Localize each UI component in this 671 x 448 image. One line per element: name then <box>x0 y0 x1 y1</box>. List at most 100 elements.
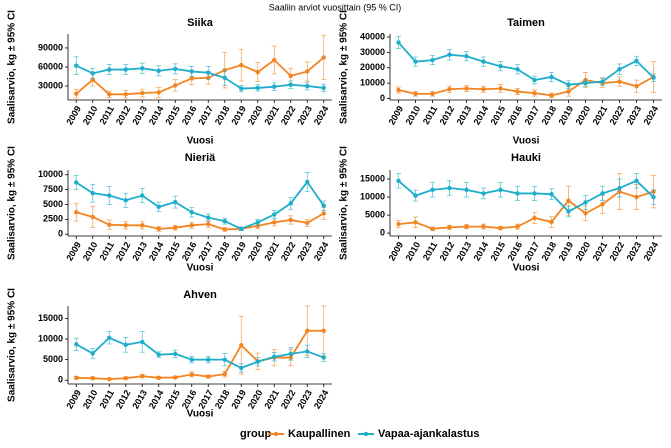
x-tick-label: 2014 <box>472 104 491 126</box>
point <box>549 74 554 80</box>
point <box>123 223 128 228</box>
point <box>90 190 95 196</box>
x-tick-label: 2016 <box>506 104 525 126</box>
point <box>396 40 401 45</box>
series-line <box>75 56 325 96</box>
point <box>255 85 260 91</box>
x-tick-label: 2013 <box>455 104 474 126</box>
y-tick-label: 5000 <box>365 209 385 219</box>
point <box>222 357 227 362</box>
point <box>321 355 326 360</box>
x-tick-label: 2018 <box>213 240 232 262</box>
point <box>123 376 128 381</box>
point <box>288 351 293 357</box>
point <box>239 365 244 371</box>
point <box>651 194 656 200</box>
x-tick-label: 2011 <box>421 240 439 262</box>
x-tick-label: 2023 <box>295 240 314 262</box>
x-tick-label: 2022 <box>279 104 298 126</box>
point <box>600 79 605 84</box>
point <box>173 225 178 230</box>
point <box>498 86 503 91</box>
y-tick-label: 0 <box>380 93 385 103</box>
point <box>430 226 435 231</box>
legend-label: Vapaa-ajankalastus <box>378 428 480 440</box>
point <box>239 343 244 348</box>
x-tick-label: 2018 <box>213 104 232 126</box>
point <box>617 67 622 72</box>
x-tick-label: 2023 <box>625 240 644 262</box>
point <box>583 211 588 216</box>
x-tick-label: 2017 <box>196 104 215 126</box>
x-tick-label: 2012 <box>114 388 133 410</box>
point <box>413 220 418 225</box>
y-axis-label: Saalisarvio, kg ± 95% CI <box>7 10 18 124</box>
x-tick-label: 2019 <box>557 104 576 126</box>
x-tick-label: 2010 <box>81 388 100 410</box>
point <box>156 375 161 381</box>
y-tick-label: 0 <box>58 229 63 239</box>
x-tick-label: 2009 <box>387 104 406 126</box>
x-axis-label: Vuosi <box>513 263 540 274</box>
x-tick-label: 2017 <box>523 240 542 262</box>
legend-title: group <box>240 428 271 440</box>
x-tick-label: 2014 <box>147 240 166 262</box>
point <box>321 55 326 60</box>
x-tick-label: 2016 <box>506 240 525 262</box>
point <box>532 90 537 96</box>
x-tick-label: 2019 <box>229 240 248 262</box>
x-tick-label: 2016 <box>180 388 199 410</box>
x-tick-label: 2018 <box>540 104 559 126</box>
x-tick-label: 2012 <box>438 104 457 126</box>
point <box>156 204 161 210</box>
point <box>288 73 293 79</box>
x-tick-label: 2021 <box>262 240 281 262</box>
point <box>189 69 194 74</box>
panel-title: Taimen <box>507 17 545 29</box>
point <box>413 193 418 198</box>
y-tick-label: 90000 <box>38 42 63 52</box>
y-axis-label: Saalisarvio, kg ± 95% CI <box>339 10 350 124</box>
x-tick-label: 2010 <box>81 104 100 126</box>
point <box>239 86 244 91</box>
point <box>447 185 452 191</box>
point <box>447 225 452 230</box>
point <box>396 87 401 93</box>
x-tick-label: 2011 <box>421 104 439 126</box>
series-line <box>398 76 654 97</box>
y-tick-label: 0 <box>58 375 63 385</box>
point <box>239 226 244 232</box>
y-tick-label: 7500 <box>43 184 63 194</box>
x-tick-label: 2016 <box>180 240 199 262</box>
panel-title: Hauki <box>511 152 541 164</box>
point <box>321 211 326 216</box>
point <box>430 57 435 63</box>
y-tick-label: 10000 <box>360 77 385 87</box>
point <box>600 191 605 196</box>
point <box>107 67 112 72</box>
point <box>255 223 260 229</box>
point <box>430 91 435 97</box>
x-tick-label: 2013 <box>130 388 149 410</box>
point <box>481 191 486 196</box>
point <box>305 220 310 226</box>
point <box>288 82 293 87</box>
point <box>90 214 95 220</box>
x-tick-label: 2021 <box>262 388 281 410</box>
x-tick-label: 2011 <box>98 388 116 410</box>
series-line <box>398 190 654 230</box>
point <box>189 210 194 215</box>
x-tick-label: 2011 <box>98 240 116 262</box>
point <box>239 62 244 68</box>
point <box>173 375 178 380</box>
x-tick-label: 2010 <box>81 240 100 262</box>
point <box>74 342 79 347</box>
y-tick-label: 40000 <box>360 31 385 41</box>
point <box>288 217 293 223</box>
x-axis-label: Vuosi <box>513 136 540 147</box>
x-tick-label: 2019 <box>557 240 576 262</box>
x-tick-label: 2020 <box>246 104 265 126</box>
point <box>123 342 128 347</box>
point <box>107 92 112 97</box>
